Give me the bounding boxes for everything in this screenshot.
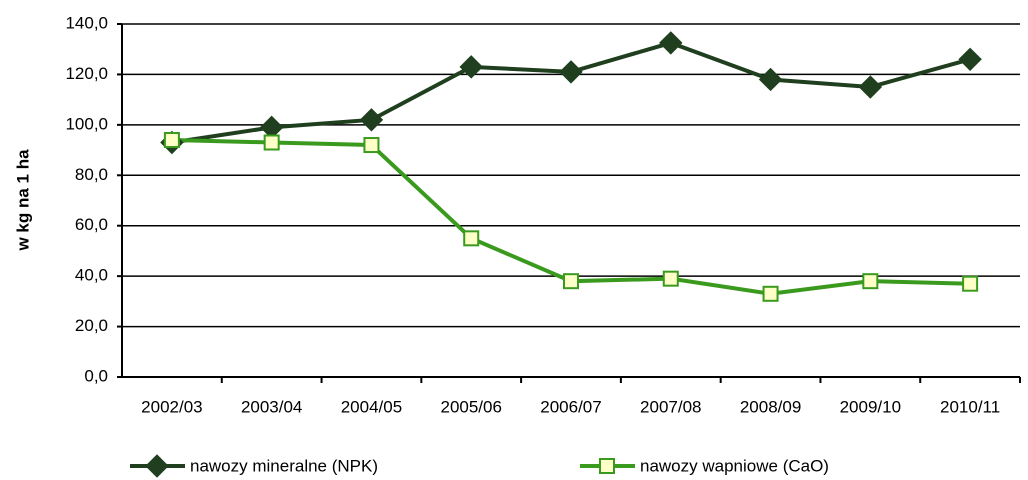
y-axis-label: w kg na 1 ha <box>13 149 32 252</box>
legend-label: nawozy mineralne (NPK) <box>190 456 378 475</box>
x-tick-label: 2004/05 <box>341 397 402 416</box>
y-tick-label: 120,0 <box>65 64 108 83</box>
x-tick-label: 2007/08 <box>640 397 701 416</box>
marker <box>463 230 480 247</box>
marker <box>758 67 783 92</box>
marker <box>962 275 979 292</box>
marker <box>659 31 683 55</box>
marker <box>359 108 384 132</box>
y-tick-label: 20,0 <box>75 316 108 335</box>
y-tick-label: 140,0 <box>65 13 108 32</box>
y-tick-label: 100,0 <box>65 114 108 133</box>
marker <box>563 273 579 290</box>
x-tick-label: 2003/04 <box>241 397 302 416</box>
legend-marker <box>145 454 169 478</box>
marker <box>862 273 879 290</box>
x-tick-label: 2002/03 <box>141 397 202 416</box>
marker <box>958 47 982 72</box>
x-tick-label: 2009/10 <box>840 397 901 416</box>
marker <box>163 131 180 148</box>
marker <box>459 55 483 79</box>
marker <box>363 137 380 154</box>
legend-marker <box>599 458 615 474</box>
legend-label: nawozy wapniowe (CaO) <box>640 456 829 475</box>
y-tick-label: 0,0 <box>84 366 108 385</box>
y-tick-label: 60,0 <box>75 215 108 234</box>
marker <box>858 75 883 99</box>
y-tick-label: 80,0 <box>75 165 108 184</box>
y-tick-label: 40,0 <box>75 266 108 285</box>
x-tick-label: 2010/11 <box>940 397 1000 416</box>
x-tick-label: 2008/09 <box>740 397 801 416</box>
marker <box>762 285 779 302</box>
x-tick-label: 2005/06 <box>440 397 501 416</box>
marker <box>559 60 583 84</box>
x-tick-label: 2006/07 <box>540 397 601 416</box>
marker <box>662 270 679 287</box>
marker <box>263 134 280 151</box>
